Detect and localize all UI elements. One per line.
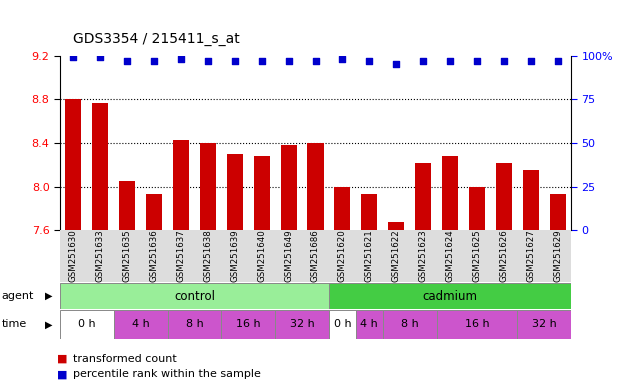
Text: ▶: ▶: [45, 291, 52, 301]
Text: 0 h: 0 h: [334, 319, 351, 329]
Point: [445, 58, 455, 64]
Bar: [200, 143, 216, 230]
Bar: [442, 156, 458, 230]
Point: [526, 58, 536, 64]
FancyBboxPatch shape: [60, 310, 114, 339]
FancyBboxPatch shape: [329, 283, 571, 309]
Point: [68, 55, 78, 61]
Bar: [281, 145, 297, 230]
Point: [203, 58, 213, 64]
Point: [498, 58, 509, 64]
Text: percentile rank within the sample: percentile rank within the sample: [73, 369, 261, 379]
Point: [230, 58, 240, 64]
Point: [257, 58, 267, 64]
Point: [283, 58, 293, 64]
Bar: [334, 187, 350, 230]
Text: transformed count: transformed count: [73, 354, 176, 364]
Bar: [173, 140, 189, 230]
FancyBboxPatch shape: [168, 310, 221, 339]
Point: [338, 56, 348, 62]
Text: time: time: [1, 319, 27, 329]
Text: agent: agent: [1, 291, 33, 301]
Bar: [496, 163, 512, 230]
Point: [310, 58, 321, 64]
Point: [364, 58, 374, 64]
FancyBboxPatch shape: [329, 310, 356, 339]
Text: ▶: ▶: [45, 319, 52, 329]
Text: 4 h: 4 h: [360, 319, 378, 329]
Bar: [119, 181, 135, 230]
Bar: [66, 99, 81, 230]
Bar: [415, 163, 431, 230]
Bar: [550, 194, 565, 230]
FancyBboxPatch shape: [114, 310, 168, 339]
FancyBboxPatch shape: [221, 310, 275, 339]
Text: 16 h: 16 h: [464, 319, 489, 329]
Text: control: control: [174, 290, 215, 303]
Text: GDS3354 / 215411_s_at: GDS3354 / 215411_s_at: [73, 32, 239, 46]
Point: [418, 58, 428, 64]
Bar: [146, 194, 162, 230]
Text: cadmium: cadmium: [423, 290, 478, 303]
FancyBboxPatch shape: [437, 310, 517, 339]
Text: ■: ■: [57, 369, 68, 379]
Point: [176, 56, 186, 62]
Text: 8 h: 8 h: [186, 319, 203, 329]
Bar: [227, 154, 243, 230]
Bar: [522, 170, 539, 230]
Text: 16 h: 16 h: [236, 319, 261, 329]
Point: [391, 61, 401, 68]
Bar: [361, 194, 377, 230]
Point: [149, 58, 159, 64]
Bar: [388, 222, 404, 230]
Point: [122, 58, 133, 64]
Point: [472, 58, 482, 64]
Text: 32 h: 32 h: [290, 319, 314, 329]
FancyBboxPatch shape: [275, 310, 329, 339]
Text: 4 h: 4 h: [132, 319, 150, 329]
FancyBboxPatch shape: [517, 310, 571, 339]
Text: 32 h: 32 h: [532, 319, 557, 329]
Bar: [254, 156, 270, 230]
Text: 8 h: 8 h: [401, 319, 418, 329]
Text: 0 h: 0 h: [78, 319, 96, 329]
FancyBboxPatch shape: [60, 283, 329, 309]
Point: [95, 55, 105, 61]
Text: ■: ■: [57, 354, 68, 364]
FancyBboxPatch shape: [356, 310, 383, 339]
Bar: [92, 103, 109, 230]
FancyBboxPatch shape: [383, 310, 437, 339]
Bar: [469, 187, 485, 230]
Bar: [307, 143, 324, 230]
Point: [553, 58, 563, 64]
